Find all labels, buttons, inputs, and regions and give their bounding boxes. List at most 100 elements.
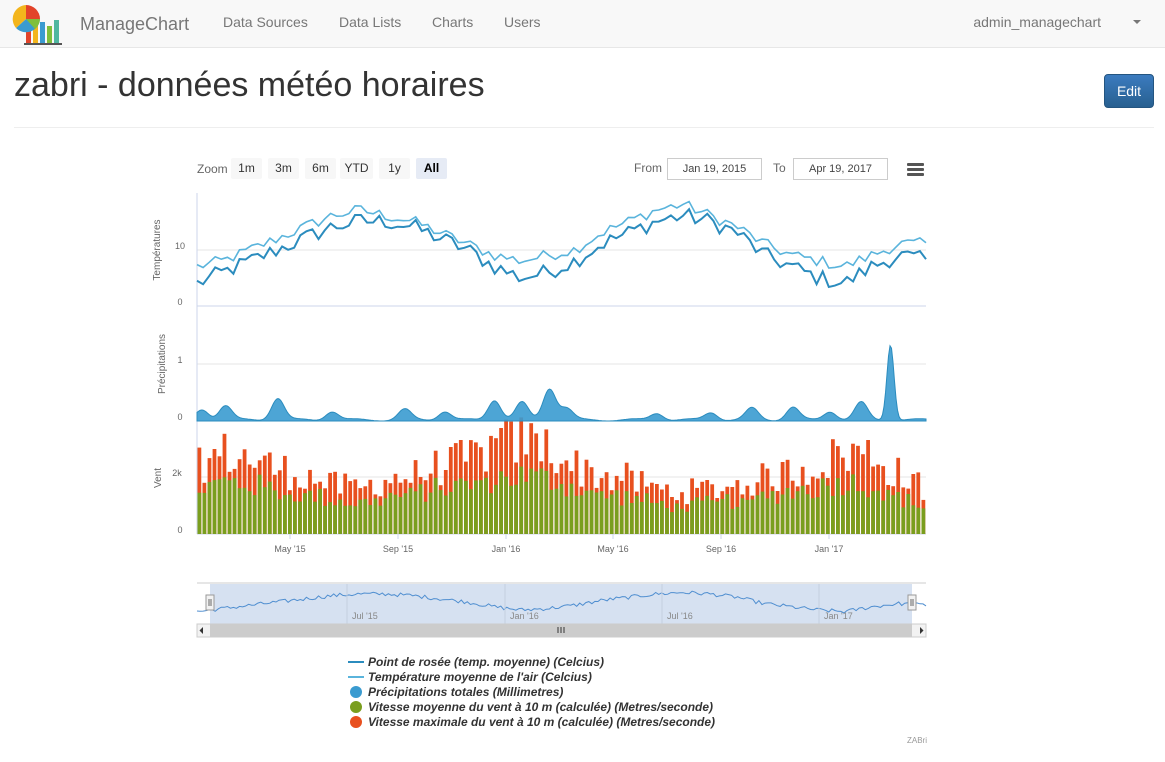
chart-menu-icon[interactable] xyxy=(907,163,924,176)
zoom-all-button[interactable]: All xyxy=(416,158,447,179)
wind-average-column xyxy=(524,481,529,534)
navigator-selection[interactable] xyxy=(210,584,912,624)
wind-max-column xyxy=(574,450,579,534)
wind-max-column xyxy=(911,474,916,534)
wind-average-column xyxy=(760,491,765,534)
wind-average-column xyxy=(514,484,518,534)
wind-average-column xyxy=(916,507,921,534)
wind-average-column xyxy=(288,494,292,534)
to-date-input[interactable]: Apr 19, 2017 xyxy=(793,158,888,180)
wind-average-column xyxy=(604,498,609,534)
zoom-3m-button[interactable]: 3m xyxy=(268,158,299,179)
wind-average-column xyxy=(750,499,755,534)
nav-data-lists[interactable]: Data Lists xyxy=(339,14,402,30)
navigator: Jul '15 Jan '16 Jul '16 Jan '17 xyxy=(196,582,927,638)
wind-average-column xyxy=(815,497,820,534)
user-menu[interactable]: admin_managechart xyxy=(973,14,1141,30)
legend-item-air-temperature[interactable]: Température moyenne de l'air (Celcius) xyxy=(345,669,715,684)
nav-data-sources[interactable]: Data Sources xyxy=(223,14,308,30)
wind-average-column xyxy=(846,490,850,534)
wind-average-column xyxy=(237,488,242,534)
wind-average-column xyxy=(634,496,639,534)
chart-credits: ZABri xyxy=(907,736,927,745)
wind-average-column xyxy=(358,499,363,534)
wind-average-column xyxy=(323,505,327,534)
wind-max-column xyxy=(469,440,473,534)
scroll-left-arrow-icon[interactable] xyxy=(199,627,204,634)
wind-average-column xyxy=(529,468,534,534)
wind-max-column xyxy=(881,466,886,534)
wind-average-column xyxy=(283,495,287,534)
wind-average-column xyxy=(655,503,659,534)
wind-average-column xyxy=(418,484,423,534)
wind-average-column xyxy=(433,477,438,534)
legend-item-precipitation[interactable]: Précipitations totales (Millimetres) xyxy=(345,684,715,699)
wind-average-column xyxy=(825,485,830,534)
weather-chart: Températures Précipitations Vent 10 0 1 … xyxy=(152,193,927,638)
brand[interactable]: ManageChart xyxy=(12,2,189,46)
navigator-right-handle[interactable] xyxy=(907,594,917,611)
wind-average-column xyxy=(901,507,906,534)
wind-max-column xyxy=(856,445,860,534)
wind-average-column xyxy=(735,506,740,534)
wind-average-column xyxy=(795,491,800,534)
wind-average-column xyxy=(479,480,483,534)
wind-average-column xyxy=(494,484,498,534)
wind-average-column xyxy=(197,492,202,534)
wind-max-column xyxy=(916,472,921,534)
wind-average-column xyxy=(303,493,307,534)
y-tick-precip-0: 0 xyxy=(177,412,182,422)
zoom-6m-button[interactable]: 6m xyxy=(305,158,336,179)
legend-item-wind-max[interactable]: Vitesse maximale du vent à 10 m (calculé… xyxy=(345,714,715,729)
wind-average-column xyxy=(629,503,634,534)
wind-average-column xyxy=(785,488,790,534)
wind-average-column xyxy=(448,491,453,534)
wind-average-column xyxy=(333,505,337,534)
precipitations-axis-label: Précipitations xyxy=(157,334,168,394)
wind-average-column xyxy=(569,483,574,534)
legend-item-wind-average[interactable]: Vitesse moyenne du vent à 10 m (calculée… xyxy=(345,699,715,714)
navigator-series-line xyxy=(196,590,927,614)
nav-users[interactable]: Users xyxy=(504,14,541,30)
wind-average-column xyxy=(780,494,785,534)
wind-average-column xyxy=(373,498,378,534)
wind-average-column xyxy=(690,500,694,534)
wind-average-column xyxy=(710,500,715,534)
wind-average-column xyxy=(599,491,604,534)
wind-average-column xyxy=(896,492,901,534)
y-tick-vent-2k: 2k xyxy=(172,468,182,478)
wind-average-column xyxy=(554,488,559,534)
wind-average-column xyxy=(790,498,795,534)
x-tick-sep-15: Sep '15 xyxy=(383,544,413,554)
scroll-right-arrow-icon[interactable] xyxy=(920,627,924,634)
user-name: admin_managechart xyxy=(973,14,1101,30)
air-temperature-line xyxy=(196,200,927,269)
wind-average-column xyxy=(343,505,348,534)
x-tick-may-15: May '15 xyxy=(274,544,305,554)
wind-average-column xyxy=(695,497,699,534)
wind-average-column xyxy=(831,495,835,534)
from-date-input[interactable]: Jan 19, 2015 xyxy=(667,158,762,180)
wind-max-column xyxy=(197,447,202,534)
zoom-1y-button[interactable]: 1y xyxy=(379,158,410,179)
brand-name: ManageChart xyxy=(80,13,190,34)
x-tick-jan-17: Jan '17 xyxy=(815,544,844,554)
navigator-scrollbar[interactable] xyxy=(196,623,927,638)
wind-average-column xyxy=(469,489,473,534)
wind-average-column xyxy=(705,495,710,534)
wind-average-column xyxy=(363,498,368,534)
wind-average-column xyxy=(353,506,358,534)
y-tick-precip-1: 1 xyxy=(177,355,182,365)
zoom-1m-button[interactable]: 1m xyxy=(231,158,262,179)
x-tick-jan-16: Jan '16 xyxy=(492,544,521,554)
wind-max-column xyxy=(333,471,337,534)
legend-item-dew-point[interactable]: Point de rosée (temp. moyenne) (Celcius) xyxy=(345,654,715,669)
wind-average-column xyxy=(474,480,478,534)
wind-average-column xyxy=(866,497,870,534)
edit-button[interactable]: Edit xyxy=(1104,74,1154,108)
wind-average-column xyxy=(720,499,725,534)
zoom-ytd-button[interactable]: YTD xyxy=(340,158,373,179)
navigator-left-handle[interactable] xyxy=(205,594,215,611)
wind-average-column xyxy=(509,485,513,534)
nav-charts[interactable]: Charts xyxy=(432,14,474,30)
